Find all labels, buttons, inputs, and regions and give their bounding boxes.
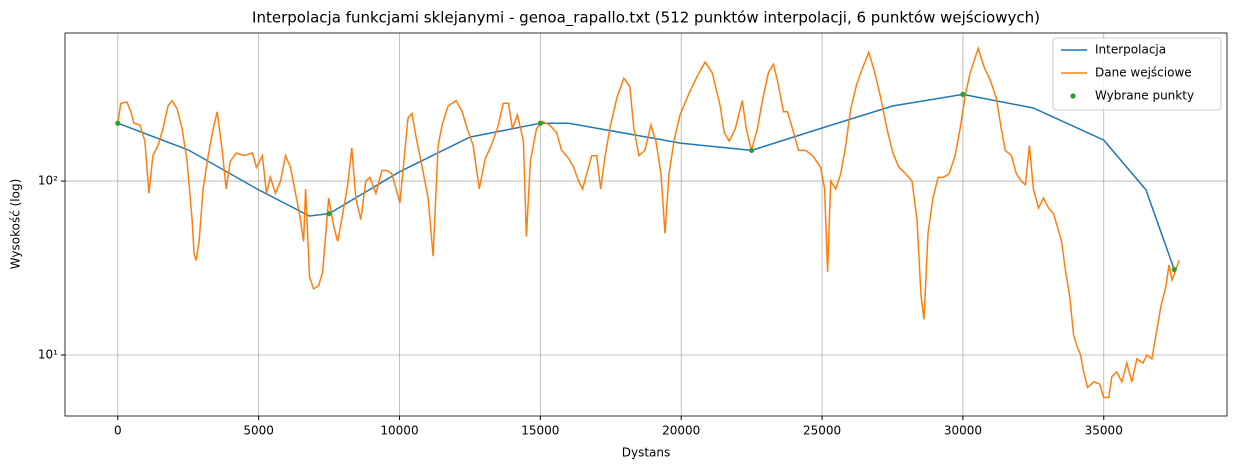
x-tick-label: 15000 (521, 424, 559, 438)
x-tick-label: 5000 (243, 424, 274, 438)
legend-marker (1070, 93, 1076, 99)
x-tick-label: 20000 (662, 424, 700, 438)
legend-label: Interpolacja (1095, 43, 1166, 57)
x-tick-label: 10000 (380, 424, 418, 438)
data-point (326, 211, 332, 217)
data-point (1171, 266, 1177, 273)
x-tick-label: 0 (114, 424, 122, 438)
legend-box (1052, 37, 1222, 111)
data-point (749, 147, 755, 154)
y-tick-label: 10¹ (38, 348, 58, 362)
x-tick-label: 25000 (803, 424, 841, 438)
data-point (115, 120, 121, 126)
x-axis-label: Dystans (622, 446, 671, 460)
data-line (117, 93, 1175, 270)
x-tick-label: 35000 (1085, 424, 1123, 438)
data-point (537, 120, 543, 126)
legend-label: Wybrane punkty (1095, 89, 1194, 103)
chart-title: Interpolacja funkcjami sklejanymi - geno… (252, 9, 1040, 28)
data-line (117, 45, 1180, 399)
y-tick-label: 10² (38, 174, 58, 188)
y-axis-label: Wysokość (log) (9, 179, 23, 270)
legend-label: Dane wejściowe (1095, 66, 1192, 80)
data-point (960, 91, 966, 97)
x-tick-label: 30000 (944, 424, 982, 438)
plot-frame (64, 32, 1228, 417)
